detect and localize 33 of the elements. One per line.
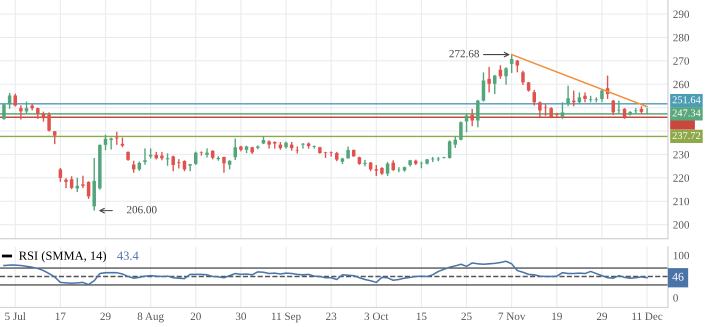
x-tick-label: 30 bbox=[236, 312, 246, 320]
x-tick-label: 29 bbox=[596, 312, 608, 320]
ref-line-label: 247.34 bbox=[672, 109, 701, 117]
x-tick-label: 3 Oct bbox=[364, 312, 388, 320]
x-tick-label: 17 bbox=[56, 312, 66, 320]
x-tick-label: 5 Jul bbox=[5, 312, 26, 320]
annotation: 43.4 bbox=[117, 252, 139, 260]
y-tick-label: 100 bbox=[674, 252, 690, 260]
y-tick-label: 230 bbox=[673, 150, 690, 158]
y-tick-label: 210 bbox=[673, 198, 690, 206]
x-tick-label: 19 bbox=[552, 312, 562, 320]
x-tick-label: 15 bbox=[416, 312, 427, 320]
chart-title: RSI (SMMA, 14) bbox=[19, 251, 106, 262]
x-tick-label: 7 Nov bbox=[498, 312, 526, 320]
y-tick-label: 0 bbox=[673, 294, 678, 302]
annotation: 272.68 bbox=[449, 50, 480, 58]
x-tick-label: 20 bbox=[190, 312, 201, 320]
x-tick-label: 23 bbox=[326, 312, 336, 320]
y-tick-label: 280 bbox=[673, 34, 690, 42]
ref-line-label: 237.72 bbox=[672, 132, 700, 140]
x-tick-label: 8 Aug bbox=[138, 312, 164, 322]
x-tick-label: 11 Sep bbox=[272, 312, 301, 322]
y-tick-label: 260 bbox=[673, 80, 690, 88]
y-tick-label: 220 bbox=[673, 174, 690, 182]
x-tick-label: 25 bbox=[461, 312, 472, 320]
y-tick-label: 290 bbox=[673, 10, 690, 18]
ref-line-label: 251.64 bbox=[672, 96, 701, 104]
annotation: 206.00 bbox=[126, 206, 157, 214]
x-tick-label: 29 bbox=[100, 312, 111, 320]
text: 46 bbox=[672, 272, 684, 281]
y-tick-label: 270 bbox=[673, 57, 690, 65]
x-tick-label: 11 Dec bbox=[632, 312, 662, 320]
y-tick-label: 200 bbox=[673, 221, 690, 229]
